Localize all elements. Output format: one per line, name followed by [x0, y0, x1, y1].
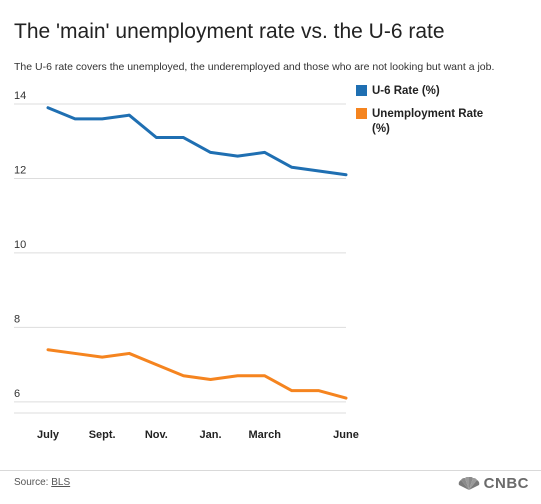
x-tick-label-june: June [333, 429, 359, 441]
data-point-1-6 [209, 378, 212, 381]
y-tick-label-6: 6 [14, 388, 20, 400]
y-tick-label-8: 8 [14, 313, 20, 325]
data-point-1-1 [73, 352, 77, 355]
data-point-0-11 [344, 173, 348, 176]
data-point-1-0 [46, 348, 50, 351]
legend-swatch-unemployment [356, 108, 367, 119]
data-point-1-10 [317, 389, 321, 392]
cnbc-logo: CNBC [458, 475, 529, 492]
x-tick-label-jan: Jan. [200, 429, 222, 441]
data-point-1-7 [236, 374, 239, 377]
series-line-0 [46, 106, 348, 177]
data-point-0-5 [182, 136, 185, 139]
data-point-0-1 [73, 117, 77, 121]
legend-label-unemployment: Unemployment Rate (%) [372, 108, 484, 135]
footer-divider [0, 470, 541, 471]
data-point-1-4 [155, 363, 158, 366]
data-point-1-2 [100, 355, 104, 359]
chart-subtitle: The U-6 rate covers the unemployed, the … [14, 61, 495, 73]
legend-item-unemployment: Unemployment Rate (%) [356, 107, 536, 137]
data-point-1-8 [263, 374, 266, 377]
y-tick-label-10: 10 [14, 239, 26, 251]
data-point-0-7 [236, 154, 239, 158]
x-tick-label-nov: Nov. [145, 429, 168, 441]
data-point-1-9 [290, 389, 294, 392]
x-tick-label-march: March [249, 429, 282, 441]
data-point-0-4 [155, 136, 158, 139]
source-prefix: Source: [14, 477, 52, 488]
data-point-0-2 [100, 117, 104, 121]
data-point-0-9 [290, 166, 294, 169]
legend-swatch-u6 [356, 85, 367, 96]
legend-item-u6: U-6 Rate (%) [356, 84, 536, 99]
data-point-1-11 [344, 396, 348, 400]
y-tick-label-14: 14 [14, 90, 26, 102]
source-link[interactable]: BLS [51, 477, 71, 488]
data-point-0-10 [317, 169, 321, 173]
logo-text: CNBC [483, 475, 529, 492]
source-note: Source: BLS [14, 477, 70, 488]
line-chart: 6 8 10 12 14 July Sept. Nov. Jan. March June [14, 90, 359, 441]
chart-legend: U-6 Rate (%) Unemployment Rate (%) [356, 84, 536, 145]
x-tick-label-july: July [37, 429, 60, 441]
data-point-0-6 [209, 151, 212, 154]
series-line-1 [46, 348, 348, 400]
data-point-0-0 [46, 106, 50, 109]
data-point-0-8 [263, 151, 266, 154]
x-tick-label-sept: Sept. [89, 429, 116, 441]
legend-label-u6: U-6 Rate (%) [372, 85, 440, 97]
data-point-1-3 [128, 352, 131, 355]
data-point-1-5 [182, 374, 185, 377]
data-point-0-3 [128, 113, 131, 117]
y-tick-label-12: 12 [14, 164, 26, 176]
chart-title: The 'main' unemployment rate vs. the U-6… [14, 20, 445, 43]
peacock-icon [458, 476, 479, 490]
